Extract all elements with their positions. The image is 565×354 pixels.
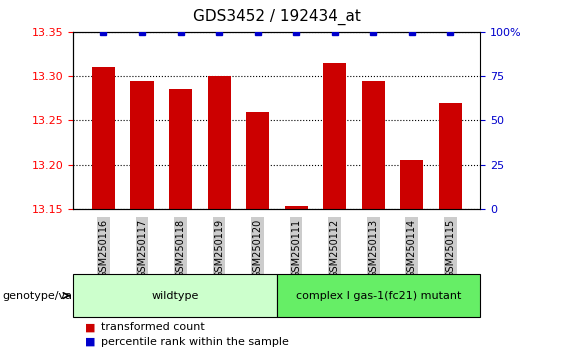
Text: GDS3452 / 192434_at: GDS3452 / 192434_at [193, 9, 361, 25]
Bar [438, 103, 462, 209]
Bar [131, 81, 154, 209]
Bar [92, 67, 115, 209]
Text: transformed count: transformed count [101, 322, 205, 332]
Bar [246, 112, 269, 209]
Bar [400, 160, 423, 209]
Bar [169, 90, 192, 209]
Text: ■: ■ [85, 322, 95, 332]
Text: genotype/variation: genotype/variation [3, 291, 109, 301]
Bar [207, 76, 231, 209]
Text: ■: ■ [85, 337, 95, 347]
Text: wildtype: wildtype [151, 291, 199, 301]
Text: percentile rank within the sample: percentile rank within the sample [101, 337, 289, 347]
Bar [362, 81, 385, 209]
Text: complex I gas-1(fc21) mutant: complex I gas-1(fc21) mutant [296, 291, 461, 301]
Bar [285, 206, 308, 209]
Bar [323, 63, 346, 209]
